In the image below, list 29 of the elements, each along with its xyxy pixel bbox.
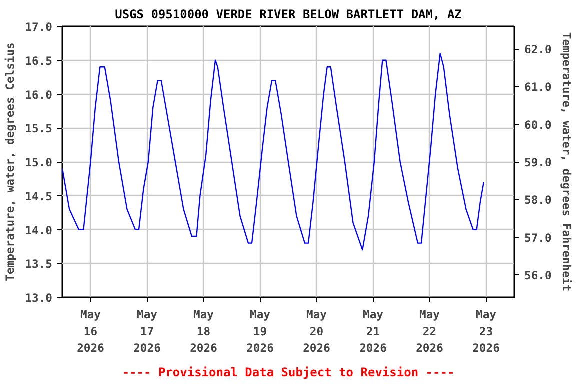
y2-tick-label: 57.0 xyxy=(524,230,552,245)
y2-tick-label: 59.0 xyxy=(524,156,552,170)
y-tick-label: 14.0 xyxy=(25,223,53,238)
y-tick-label: 13.5 xyxy=(25,257,53,272)
y-tick-label: 15.5 xyxy=(25,122,53,136)
chart-title: USGS 09510000 VERDE RIVER BELOW BARTLETT DAM, AZ xyxy=(115,8,462,22)
text: ---- Provisional Data Subject to Revision ---- xyxy=(122,366,455,380)
x-tick-label: May 22 2026 xyxy=(416,308,444,356)
y2-tick-label: 58.0 xyxy=(524,193,552,208)
y-tick-label: 13.0 xyxy=(25,291,53,305)
y-tick-label: 16.5 xyxy=(25,54,53,68)
y2-tick-label: 62.0 xyxy=(524,42,552,57)
y2-tick-label: 61.0 xyxy=(524,80,552,94)
y-tick-label: 17.0 xyxy=(25,20,53,34)
x-tick-label: May 16 2026 xyxy=(77,308,105,356)
y2-tick-label: 60.0 xyxy=(524,118,552,132)
x-tick-label: May 18 2026 xyxy=(190,308,218,356)
y2-axis-title: Temperature, water, degrees Fahrenheit xyxy=(560,32,574,292)
y-tick-label: 15.0 xyxy=(25,156,53,170)
x-tick-label: May 20 2026 xyxy=(303,308,331,356)
line-series xyxy=(62,53,484,251)
x-tick-label: May 19 2026 xyxy=(246,308,274,356)
y-tick-label: 14.5 xyxy=(25,189,53,204)
y-axis-title: Temperature, water, degrees Celsius xyxy=(3,42,18,282)
y2-tick-label: 56.0 xyxy=(524,268,552,282)
x-tick-label: May 17 2026 xyxy=(134,308,162,356)
x-tick-label: May 21 2026 xyxy=(360,308,388,356)
y-tick-label: 16.0 xyxy=(25,88,53,102)
x-tick-label: May 23 2026 xyxy=(472,308,500,356)
